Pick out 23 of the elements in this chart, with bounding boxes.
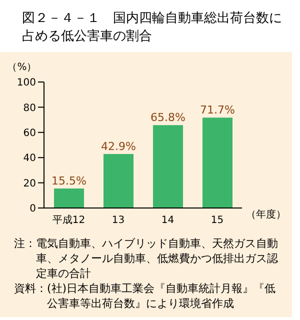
chart-title: 図２－４－１ 国内四輪自動車総出荷台数に占める低公害車の割合 (21, 10, 283, 46)
data-label: 42.9% (101, 140, 136, 153)
y-tick-label: 60 (23, 128, 36, 139)
bar (54, 188, 84, 208)
bar (202, 118, 232, 208)
x-axis-title: （年度） (246, 208, 286, 221)
x-tick-label: 15 (210, 215, 224, 226)
x-tick-label: 平成12 (52, 214, 86, 226)
data-label: 71.7% (200, 104, 235, 117)
y-tick-label: 80 (23, 102, 36, 114)
y-tick-label: 40 (23, 153, 36, 164)
bar (104, 154, 134, 208)
y-tick-label: 20 (23, 178, 36, 190)
text: 注：電気自動車、ハイブリッド自動車、天然ガス自動車、メタノール自動車、低燃費かつ低排出ガス認定車の合計 (14, 236, 279, 281)
y-axis-title: （%） (7, 62, 37, 73)
data-label: 65.8% (150, 111, 186, 124)
y-tick-label: 100 (16, 78, 36, 89)
x-tick-label: 13 (112, 215, 125, 226)
x-tick-label: 14 (161, 215, 174, 226)
text: 資料：(社)日本自動車工業会『自動車統計月報』『低公害車等出荷台数』により環境省作成 (14, 281, 277, 311)
data-label: 15.5% (52, 174, 86, 188)
y-tick-label: 0 (30, 204, 36, 215)
bar (153, 125, 183, 208)
